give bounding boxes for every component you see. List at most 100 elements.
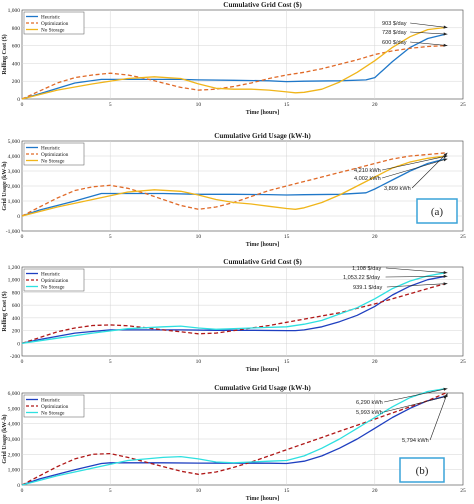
y-tick-label: 5,000: [8, 139, 21, 145]
x-tick-label: 20: [372, 234, 378, 240]
y-tick-label: 1,000: [8, 278, 21, 284]
y-tick-label: 400: [12, 61, 21, 67]
panel-label-a-group: (a): [416, 198, 458, 224]
legend-entry: Optimization: [41, 152, 69, 158]
y-tick-label: 400: [12, 316, 21, 322]
y-tick-label: 200: [12, 329, 21, 335]
annotation-arrow: [385, 267, 448, 274]
plot-area: [21, 9, 464, 100]
chart-title: Cumulative Grid Cost ($): [223, 258, 302, 266]
legend-box: [23, 11, 85, 35]
y-tick-label: 0: [17, 214, 20, 220]
x-tick-label: 25: [460, 102, 466, 108]
series-line-optimization: [21, 282, 446, 344]
y-tick-label: -200: [10, 354, 20, 360]
x-tick-label: 0: [21, 488, 24, 494]
y-tick-label: 3,000: [8, 437, 21, 443]
x-axis-label: Time [hours]: [246, 496, 279, 502]
annotation-arrowhead: [444, 393, 448, 398]
y-tick-label: 2,000: [8, 184, 21, 190]
x-tick-label: 10: [196, 102, 202, 108]
y-tick-label: 600: [12, 44, 21, 50]
panel-label-b: (b): [416, 465, 429, 477]
annotation-label: 4,002 kWh: [354, 176, 381, 182]
chart-title: Cumulative Grid Usage (kW-h): [214, 132, 311, 140]
y-tick-label: 2,000: [8, 452, 21, 458]
x-tick-label: 15: [284, 359, 290, 365]
y-axis-label: Rolling Cost ($): [1, 291, 8, 331]
series-line-heuristic: [21, 158, 446, 217]
y-tick-label: 1,000: [8, 8, 21, 14]
chart-panel-4: 0 5 10 15 20 25 0 1,000 2,000 3,000 4,000 5,000 6,00…: [1, 384, 466, 502]
chart-panel-3: 0 5 10 15 20 25-20002004006008001,0001,200Cum…: [1, 258, 466, 373]
annotation-arrow: [411, 152, 448, 189]
annotation-label: 903 $/day: [382, 21, 407, 27]
series-line-no-storage: [21, 387, 446, 486]
series-line-heuristic: [21, 275, 446, 344]
panel-label-a-box: [416, 198, 458, 224]
x-tick-label: 5: [109, 488, 112, 494]
legend-entry: Optimization: [41, 404, 69, 410]
x-tick-label: 25: [460, 488, 466, 494]
annotation-arrowhead: [443, 32, 448, 36]
annotation-label: 728 $/day: [382, 30, 407, 36]
annotation-label: 6,290 kWh: [356, 400, 383, 406]
legend-entry: No Storage: [41, 285, 65, 291]
x-tick-label: 15: [284, 234, 290, 240]
x-axis-label: Time [hours]: [246, 242, 279, 248]
annotation-arrowhead: [443, 274, 448, 278]
x-tick-label: 20: [372, 359, 378, 365]
legend-box: [23, 394, 85, 418]
legend-entry: No Storage: [41, 411, 65, 417]
annotation-arrow: [410, 41, 448, 46]
annotation-label: 1,108 $/day: [352, 266, 381, 272]
y-axis-label: Grid Usage (kW-h): [1, 414, 8, 463]
x-tick-label: 10: [196, 488, 202, 494]
x-tick-label: 5: [109, 102, 112, 108]
x-tick-label: 5: [109, 234, 112, 240]
legend-entry: Heuristic: [41, 272, 61, 278]
legend-box: [23, 142, 85, 166]
y-tick-label: 0: [17, 483, 20, 489]
x-tick-label: 15: [284, 488, 290, 494]
annotation-arrow: [382, 155, 448, 171]
y-axis-label: Rolling Cost ($): [1, 34, 8, 74]
x-tick-label: 20: [372, 102, 378, 108]
x-tick-label: 10: [196, 234, 202, 240]
y-tick-label: 1,000: [8, 199, 21, 205]
x-tick-label: 0: [21, 234, 24, 240]
annotation-arrow: [386, 283, 448, 288]
x-tick-label: 10: [196, 359, 202, 365]
x-tick-label: 25: [460, 234, 466, 240]
series-line-no-storage: [21, 272, 446, 344]
x-tick-label: 25: [460, 359, 466, 365]
annotation-arrow: [410, 22, 448, 28]
annotation-arrowhead: [443, 152, 448, 157]
legend-entry: No Storage: [41, 159, 65, 165]
legend-entry: Heuristic: [41, 15, 61, 21]
chart-panel-1: 0 5 10 15 20 25 0 200 400 600 800 1,000 Cumulative G…: [1, 1, 466, 116]
plot-area: [21, 266, 464, 357]
x-tick-label: 20: [372, 488, 378, 494]
annotation-label: 939.1 $/day: [353, 285, 382, 291]
series-line-no-storage: [21, 26, 446, 100]
legend-entry: Heuristic: [41, 146, 61, 152]
annotation-arrowhead: [443, 387, 448, 391]
y-tick-label: 6,000: [8, 391, 21, 397]
x-tick-label: 15: [284, 102, 290, 108]
series-line-no-storage: [21, 155, 446, 217]
x-axis-label: Time [hours]: [246, 110, 279, 116]
series-line-heuristic: [21, 395, 446, 486]
annotation-arrowhead: [443, 271, 448, 275]
x-axis-label: Time [hours]: [246, 367, 279, 373]
annotation-arrow: [384, 388, 448, 403]
y-tick-label: 1,000: [8, 468, 21, 474]
annotation-arrow: [429, 393, 448, 441]
annotation-arrowhead: [443, 282, 448, 286]
panel-label-b-group: (b): [399, 457, 445, 483]
x-tick-label: 0: [21, 102, 24, 108]
y-tick-label: 5,000: [8, 406, 21, 412]
series-line-optimization: [21, 44, 446, 100]
